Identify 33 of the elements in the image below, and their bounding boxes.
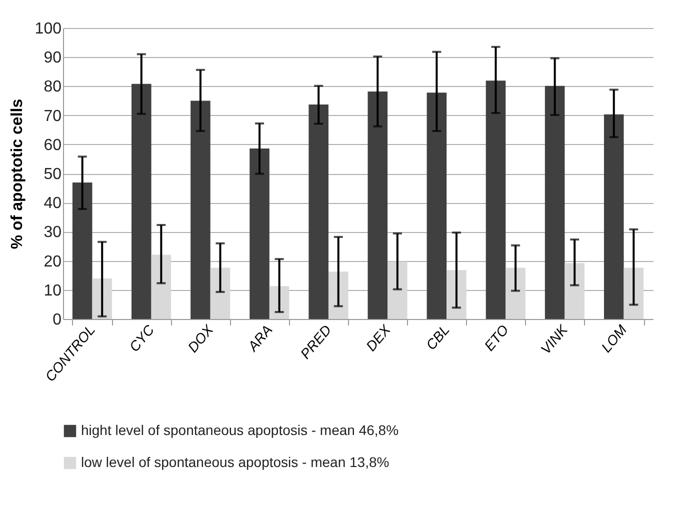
y-tick-label: 50 — [44, 166, 62, 183]
bar — [624, 268, 644, 319]
bar — [190, 100, 210, 319]
bar — [604, 114, 624, 319]
y-tick-label: 60 — [44, 136, 62, 154]
bar — [388, 262, 408, 319]
y-tick-label: 70 — [44, 108, 62, 125]
bar — [250, 148, 270, 319]
y-tick-label: 10 — [44, 282, 62, 300]
x-tick-label: CBL — [422, 322, 452, 353]
bar — [446, 270, 466, 319]
y-tick-label: 0 — [52, 312, 62, 328]
bar — [328, 272, 348, 319]
bar — [210, 268, 230, 319]
y-tick-label: 20 — [44, 253, 62, 270]
legend-label: low level of spontaneous apoptosis - mean 13,8% — [81, 454, 390, 470]
bar — [506, 268, 526, 319]
bar — [368, 91, 388, 319]
bar — [426, 92, 447, 319]
bar — [486, 80, 506, 319]
bar — [544, 86, 565, 319]
legend-label: hight level of spontaneous apoptosis - mean 46,8% — [81, 422, 399, 438]
y-tick-label: 40 — [44, 195, 62, 212]
y-axis-title: % of apoptotic cells — [8, 98, 26, 250]
bar — [72, 182, 92, 319]
bar — [564, 263, 584, 319]
y-tick-label: 100 — [34, 20, 62, 38]
bar — [308, 104, 328, 319]
bar — [151, 254, 172, 319]
y-tick-label: 80 — [44, 78, 62, 96]
bar — [132, 84, 152, 319]
y-tick-label: 30 — [44, 224, 62, 242]
y-tick-label: 90 — [44, 50, 62, 67]
